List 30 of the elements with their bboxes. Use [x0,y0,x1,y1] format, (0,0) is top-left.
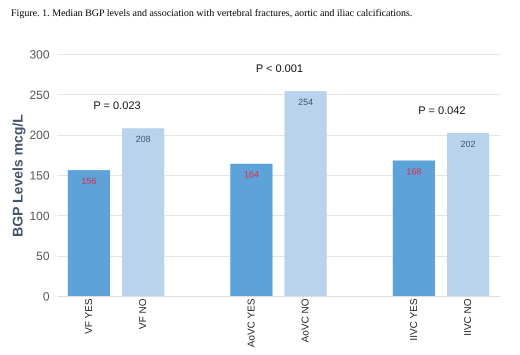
x-tick-label: IIVC NO [463,298,474,336]
y-tick-label: 150 [29,168,50,182]
x-tick-label: AoVC NO [300,298,312,342]
data-label: 156 [81,176,96,186]
annotation: P = 0.023 [93,100,141,112]
data-label: 208 [136,134,151,144]
y-tick-label: 50 [36,249,50,264]
x-tick-label: IIVC YES [408,298,420,341]
data-label: 254 [298,97,314,108]
data-label: 164 [244,170,259,180]
y-axis-title: BGP Levels mcg/L [9,114,26,237]
bar [122,128,164,296]
y-tick-label: 100 [29,208,50,223]
bar [68,170,110,296]
x-tick-label: VF YES [84,298,95,334]
bar [392,160,436,296]
annotation: P < 0.001 [256,63,304,76]
chart-title: Figure. 1. Median BGP levels and association with vertebral fractures, aortic and iliac calcifications. [10,8,412,19]
y-tick-label: 200 [29,128,50,142]
x-tick-label: AoVC YES [246,298,258,348]
data-label: 168 [406,166,422,176]
bar [284,91,327,296]
x-tick-label: VF NO [138,298,150,330]
y-tick-label: 300 [29,48,50,62]
y-tick-label: 0 [42,290,50,304]
data-label: 202 [460,139,476,150]
bar [446,133,490,296]
bar [230,164,273,296]
annotation: P = 0.042 [418,105,466,118]
y-tick-label: 250 [29,88,50,102]
